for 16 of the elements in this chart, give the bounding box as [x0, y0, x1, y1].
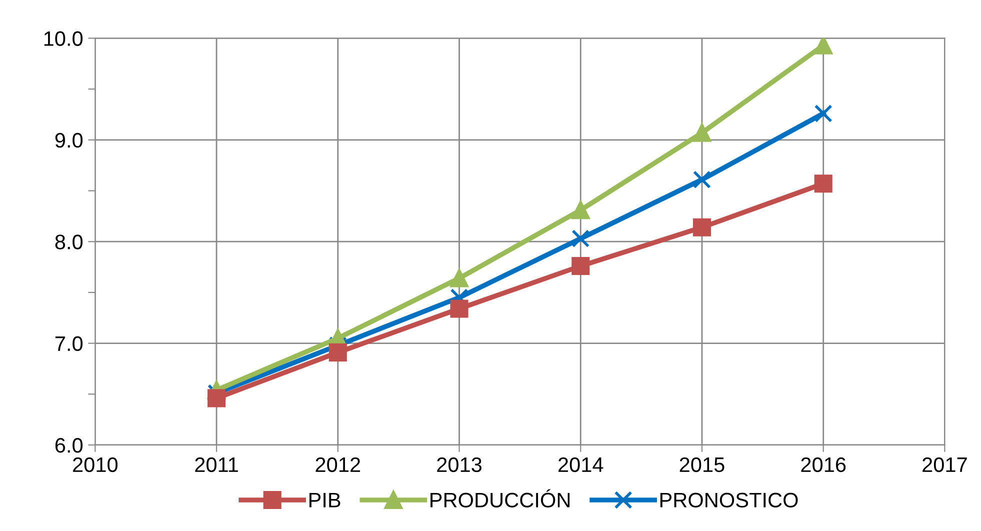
legend-label: PIB — [309, 492, 340, 508]
y-tick-label: 6.0 — [55, 438, 83, 453]
x-tick-label: 2016 — [801, 457, 846, 472]
x-tick-label: 2014 — [558, 457, 604, 472]
x-tick-label: 2011 — [195, 457, 238, 472]
x-tick-label: 2010 — [73, 457, 118, 472]
legend-label: PRODUCCIÓN — [430, 489, 570, 508]
y-tick-label: 9.0 — [55, 132, 83, 148]
x-tick-label: 2012 — [316, 457, 360, 472]
legend-label: PRONOSTICO — [660, 492, 798, 508]
x-tick-label: 2015 — [680, 457, 724, 472]
y-tick-label: 7.0 — [55, 336, 83, 352]
x-tick-label: 2013 — [437, 457, 482, 472]
y-tick-label: 8.0 — [55, 234, 83, 250]
y-tick-label: 10.0 — [44, 31, 83, 46]
x-tick-label: 2017 — [922, 457, 967, 472]
